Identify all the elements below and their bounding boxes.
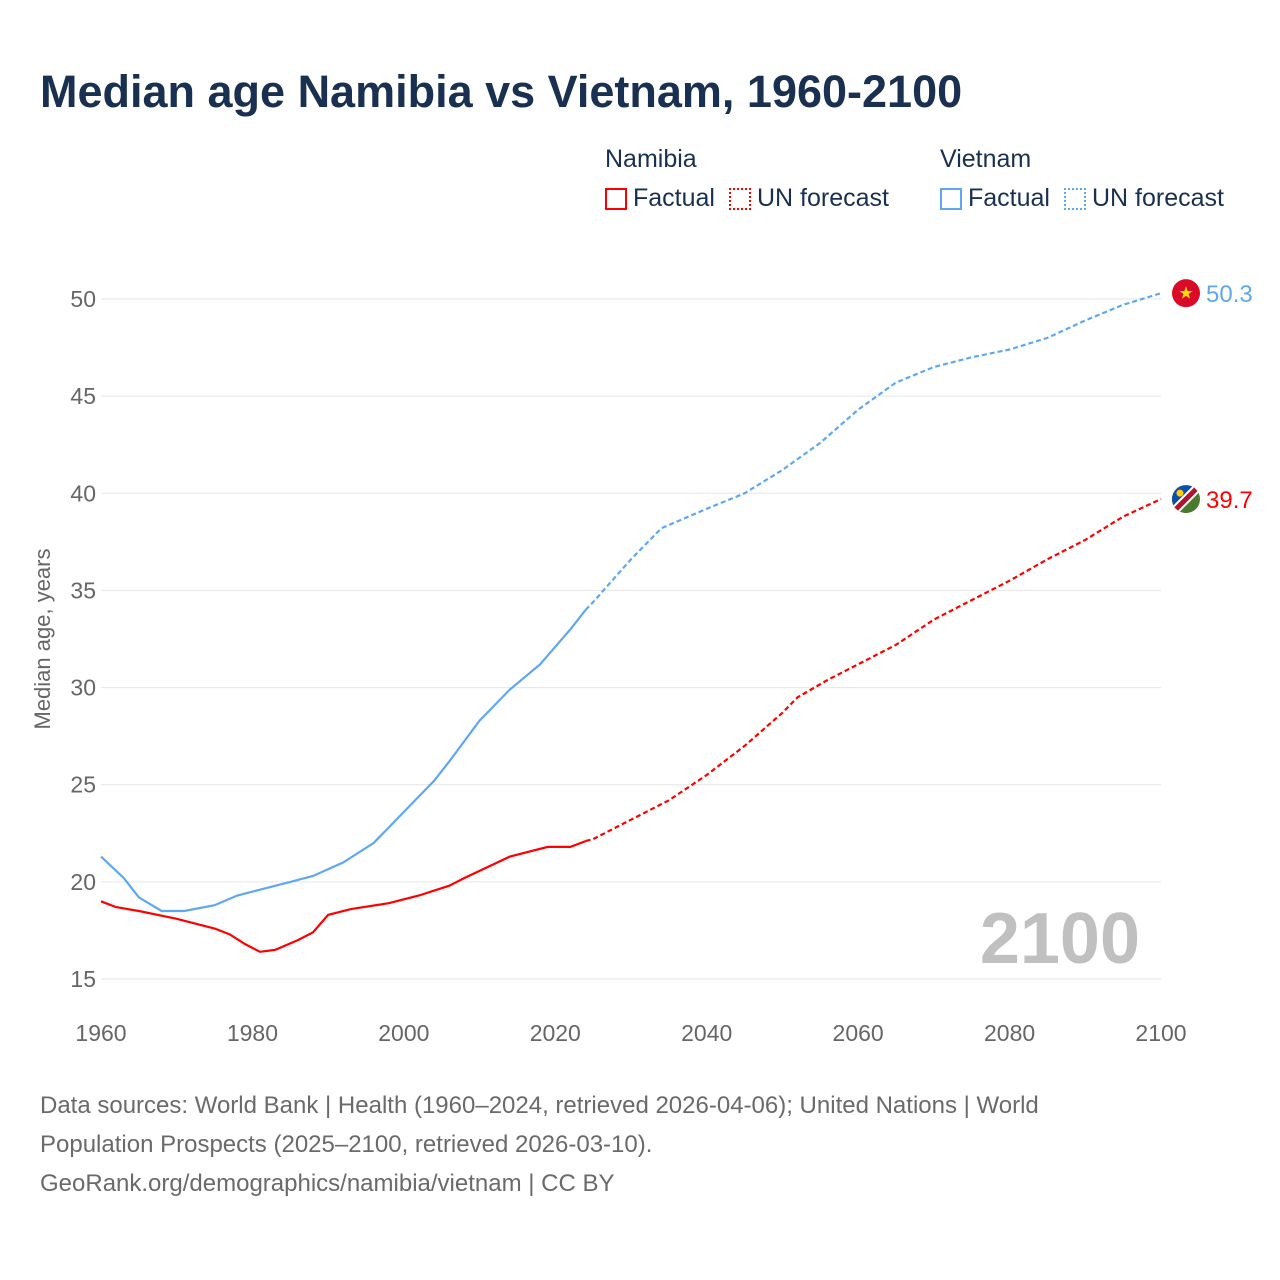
flag-body [1172, 485, 1200, 514]
legend-item-namibia-forecast[interactable]: UN forecast [728, 184, 889, 213]
footer: Data sources: World Bank | Health (1960–… [40, 1086, 1220, 1203]
legend-label: Factual [968, 184, 1050, 212]
footer-sources-cont: Population Prospects (2025–2100, retriev… [40, 1131, 653, 1158]
legend-item-namibia-factual[interactable]: Factual [605, 184, 715, 213]
footer-sources: Data sources: World Bank | Health (1960–… [40, 1092, 1039, 1119]
chart-title: Median age Namibia vs Vietnam, 1960-2100 [40, 66, 963, 117]
legend-label: UN forecast [756, 184, 889, 212]
namibia-factual-line [100, 840, 586, 953]
y-tick-label: 15 [70, 966, 96, 992]
namibia-forecast-line [585, 498, 1162, 843]
x-tick-label: 2040 [681, 1020, 732, 1046]
sun-icon [1176, 489, 1184, 497]
legend-label: Factual [633, 184, 715, 212]
x-tick-label: 1980 [227, 1020, 278, 1046]
footer-link[interactable]: GeoRank.org/demographics/namibia/vietnam… [40, 1170, 615, 1197]
line-chart: 15 20 25 30 35 40 45 50 1960 1980 2000 2020 2040 2060… [30, 279, 1253, 1046]
namibia-flag-icon [1172, 485, 1200, 514]
legend-group-label: Namibia [605, 145, 697, 173]
legend-item-vietnam-factual[interactable]: Factual [940, 184, 1050, 213]
year-watermark: 2100 [980, 899, 1140, 979]
dotted-swatch-icon [728, 187, 751, 210]
x-tick-label: 2060 [833, 1020, 884, 1046]
y-tick-label: 45 [70, 383, 96, 409]
dotted-swatch-icon [1063, 187, 1086, 210]
legend-group-label: Vietnam [940, 145, 1032, 173]
x-tick-label: 2100 [1135, 1020, 1186, 1046]
y-tick-label: 35 [70, 577, 96, 603]
solid-swatch-icon [605, 187, 627, 210]
vietnam-factual-line [100, 609, 587, 913]
x-tick-label: 2080 [984, 1020, 1035, 1046]
namibia-end-value-label: 39.7 [1206, 487, 1253, 514]
vietnam-flag-icon [1172, 279, 1200, 308]
solid-swatch-icon [940, 187, 962, 210]
y-tick-label: 50 [70, 286, 96, 312]
vietnam-end-value-label: 50.3 [1206, 281, 1253, 308]
x-tick-label: 1960 [75, 1020, 126, 1046]
legend-vietnam: Vietnam Factual UN forecast [940, 145, 1224, 213]
legend-namibia: Namibia Factual UN forecast [605, 145, 889, 213]
x-tick-label: 2000 [378, 1020, 429, 1046]
y-tick-label: 30 [70, 675, 96, 701]
x-tick-label: 2020 [530, 1020, 581, 1046]
y-axis-label: Median age, years [30, 549, 55, 730]
legend-item-vietnam-forecast[interactable]: UN forecast [1063, 184, 1224, 213]
y-tick-label: 20 [70, 869, 96, 895]
y-tick-label: 40 [70, 480, 96, 506]
legend-label: UN forecast [1091, 184, 1224, 212]
y-tick-label: 25 [70, 772, 96, 798]
star-icon [1179, 286, 1193, 299]
vietnam-forecast-line [584, 292, 1162, 611]
